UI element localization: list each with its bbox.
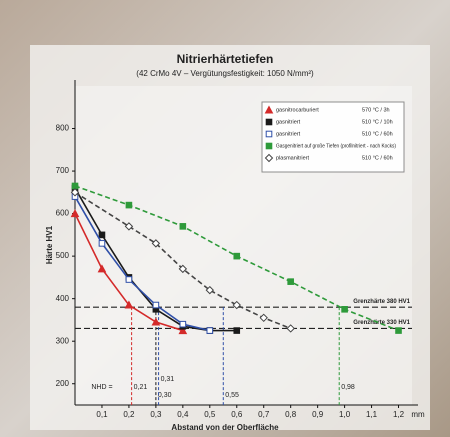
y-tick-label: 200 bbox=[56, 379, 70, 388]
marker bbox=[288, 279, 294, 285]
x-tick-label: 0,1 bbox=[96, 410, 108, 419]
chart: Nitrierhärtetiefen (42 CrMo 4V – Vergütu… bbox=[0, 0, 450, 437]
x-tick-label: 0,9 bbox=[312, 410, 324, 419]
legend-label: gasnitriert bbox=[276, 131, 301, 137]
x-tick-label: 0,2 bbox=[123, 410, 135, 419]
y-tick-label: 500 bbox=[56, 251, 70, 260]
chart-title: Nitrierhärtetiefen bbox=[177, 52, 274, 66]
legend-marker bbox=[266, 143, 272, 149]
x-tick-label: 0,4 bbox=[177, 410, 189, 419]
legend-marker bbox=[266, 119, 272, 125]
nhd-value: 0,98 bbox=[341, 384, 355, 391]
x-axis-label: Abstand von der Oberfläche bbox=[171, 423, 279, 432]
x-tick-label: 0,5 bbox=[204, 410, 216, 419]
marker bbox=[126, 202, 132, 208]
marker bbox=[180, 224, 186, 230]
marker bbox=[99, 241, 105, 247]
marker bbox=[153, 302, 159, 308]
nhd-value: 0,21 bbox=[134, 384, 148, 391]
y-axis-label: Härte HV1 bbox=[45, 225, 54, 264]
legend-label: gasnitrocarburiert bbox=[276, 107, 319, 113]
chart-subtitle: (42 CrMo 4V – Vergütungsfestigkeit: 1050… bbox=[136, 69, 314, 78]
x-tick-label: 0,7 bbox=[258, 410, 270, 419]
nhd-value: 0,30 bbox=[158, 392, 172, 399]
legend-detail: 510 °C / 10h bbox=[362, 119, 393, 125]
nhd-value: 0,55 bbox=[225, 392, 239, 399]
legend-label: plasmanitriert bbox=[276, 155, 309, 161]
marker bbox=[396, 328, 402, 334]
legend-detail: 570 °C / 3h bbox=[362, 107, 390, 113]
y-tick-label: 300 bbox=[56, 336, 70, 345]
legend-label: gasnitriert bbox=[276, 119, 301, 125]
marker bbox=[72, 183, 78, 189]
legend-label: Gasgenitriert auf große Tiefen (profilni… bbox=[276, 143, 396, 149]
x-tick-label: 0,6 bbox=[231, 410, 243, 419]
y-tick-label: 800 bbox=[56, 124, 70, 133]
y-tick-label: 400 bbox=[56, 294, 70, 303]
threshold-label: Grenzhärte 380 HV1 bbox=[353, 299, 410, 305]
y-tick-label: 700 bbox=[56, 166, 70, 175]
nhd-label: NHD = bbox=[91, 384, 112, 391]
legend-marker bbox=[266, 131, 272, 137]
x-tick-label: 1,2 bbox=[393, 410, 405, 419]
y-tick-label: 600 bbox=[56, 209, 70, 218]
legend-detail: 510 °C / 60h bbox=[362, 131, 393, 137]
marker bbox=[234, 328, 240, 334]
marker bbox=[234, 253, 240, 259]
marker bbox=[99, 232, 105, 238]
marker bbox=[207, 328, 213, 334]
x-tick-label: 0,8 bbox=[285, 410, 297, 419]
threshold-label: Grenzhärte 330 HV1 bbox=[353, 320, 410, 326]
x-unit: mm bbox=[411, 410, 425, 419]
x-tick-label: 1,0 bbox=[339, 410, 351, 419]
marker bbox=[180, 321, 186, 327]
nhd-value: 0,31 bbox=[161, 376, 175, 383]
x-tick-label: 1,1 bbox=[366, 410, 378, 419]
marker bbox=[126, 277, 132, 283]
legend-detail: 510 °C / 60h bbox=[362, 155, 393, 161]
x-tick-label: 0,3 bbox=[150, 410, 162, 419]
marker bbox=[342, 307, 348, 313]
